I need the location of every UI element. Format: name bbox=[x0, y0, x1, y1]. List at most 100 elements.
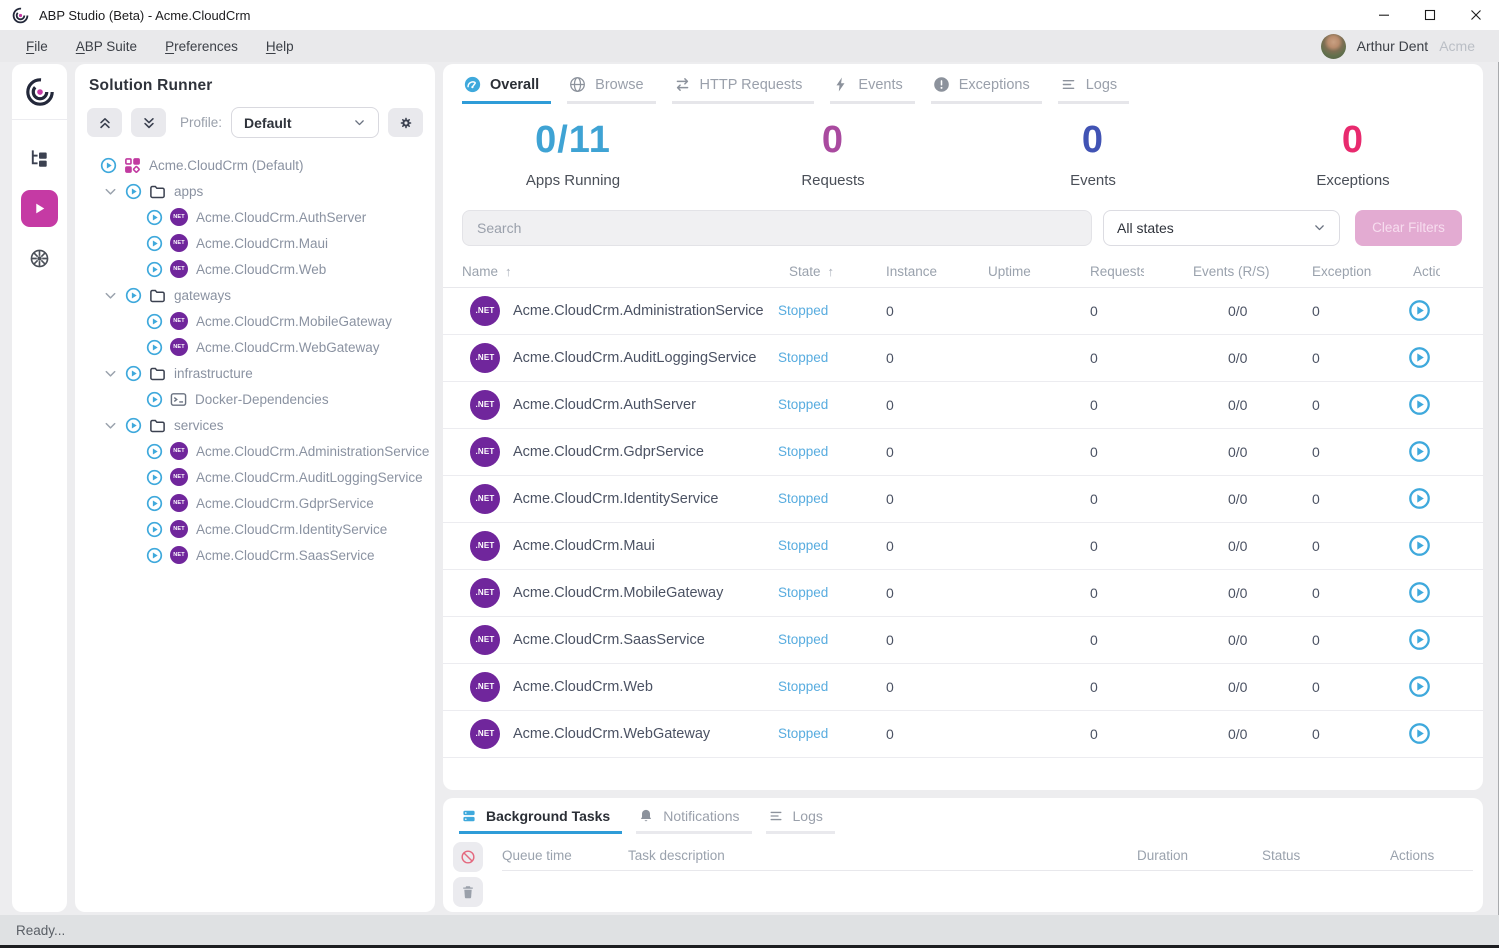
tab-notifications[interactable]: Notifications bbox=[636, 798, 752, 834]
tree-item-acme-cloudcrm-administrationservice[interactable]: NET Acme.CloudCrm.AdministrationService bbox=[75, 438, 435, 464]
chevron-down-icon bbox=[1313, 221, 1326, 234]
minimize-button[interactable] bbox=[1361, 0, 1407, 30]
tasks-table-header: Queue time Task description Duration Status… bbox=[502, 841, 1473, 871]
maximize-button[interactable] bbox=[1407, 0, 1453, 30]
tree-item-acme-cloudcrm-identityservice[interactable]: NET Acme.CloudCrm.IdentityService bbox=[75, 516, 435, 542]
tree-item-acme-cloudcrm-maui[interactable]: NET Acme.CloudCrm.Maui bbox=[75, 230, 435, 256]
table-row: .NET Acme.CloudCrm.GdprService Stopped 0… bbox=[443, 429, 1483, 476]
column-header-events: Events (R/S) bbox=[1193, 264, 1270, 280]
column-header-exceptions: Exceptions bbox=[1312, 264, 1372, 280]
tab-label: Logs bbox=[792, 808, 823, 824]
state-filter-select[interactable]: All states bbox=[1103, 209, 1340, 246]
status-bar: Ready... bbox=[0, 915, 1499, 945]
tab-label: Events bbox=[858, 76, 903, 93]
clear-filters-button[interactable]: Clear Filters bbox=[1355, 209, 1462, 246]
app-name: Acme.CloudCrm.SaasService bbox=[513, 631, 705, 648]
dotnet-badge-icon: .NET bbox=[470, 671, 500, 702]
user-name: Arthur Dent bbox=[1356, 38, 1429, 54]
dotnet-badge-icon: .NET bbox=[470, 389, 500, 420]
chevron-down-icon bbox=[103, 366, 118, 381]
tree-item-gateways[interactable]: gateways bbox=[75, 282, 435, 308]
start-app-button[interactable] bbox=[1408, 675, 1432, 699]
app-state: Stopped bbox=[778, 632, 829, 648]
chevron-down-icon bbox=[353, 116, 366, 129]
start-app-button[interactable] bbox=[1408, 534, 1432, 558]
app-state: Stopped bbox=[778, 350, 829, 366]
tree-item-acme-cloudcrm-gdprservice[interactable]: NET Acme.CloudCrm.GdprService bbox=[75, 490, 435, 516]
tree-item-acme-cloudcrm-auditloggingservice[interactable]: NET Acme.CloudCrm.AuditLoggingService bbox=[75, 464, 435, 490]
tree-item-acme-cloudcrm-mobilegateway[interactable]: NET Acme.CloudCrm.MobileGateway bbox=[75, 308, 435, 334]
gauge-icon bbox=[464, 76, 481, 93]
table-row: .NET Acme.CloudCrm.AuthServer Stopped 0 … bbox=[443, 382, 1483, 429]
window-controls bbox=[1361, 0, 1499, 30]
app-events: 0/0 bbox=[1228, 349, 1248, 366]
tree-item-label: Acme.CloudCrm.MobileGateway bbox=[196, 313, 392, 329]
menu-item-help[interactable]: Help bbox=[265, 38, 294, 54]
app-instance: 0 bbox=[886, 631, 894, 648]
tab-http-requests[interactable]: HTTP Requests bbox=[671, 64, 815, 104]
start-app-button[interactable] bbox=[1408, 487, 1432, 511]
app-requests: 0 bbox=[1090, 302, 1098, 319]
start-app-button[interactable] bbox=[1408, 581, 1432, 605]
tree-item-acme-cloudcrm-default[interactable]: Acme.CloudCrm (Default) bbox=[75, 152, 435, 178]
rail-kubernetes-button[interactable] bbox=[21, 240, 58, 277]
start-app-button[interactable] bbox=[1408, 393, 1432, 417]
start-app-button[interactable] bbox=[1408, 440, 1432, 464]
tree-item-apps[interactable]: apps bbox=[75, 178, 435, 204]
tree-item-docker-dependencies[interactable]: Docker-Dependencies bbox=[75, 386, 435, 412]
profile-select[interactable]: Default bbox=[231, 107, 379, 138]
start-app-button[interactable] bbox=[1408, 722, 1432, 746]
tree-item-acme-cloudcrm-saasservice[interactable]: NET Acme.CloudCrm.SaasService bbox=[75, 542, 435, 568]
column-header-state[interactable]: State ↑ bbox=[789, 264, 835, 280]
menu-item-preferences[interactable]: Preferences bbox=[165, 38, 238, 54]
dotnet-badge-icon: NET bbox=[170, 494, 188, 512]
tree-item-label: services bbox=[174, 417, 224, 433]
panel-title: Solution Runner bbox=[89, 77, 213, 94]
close-button[interactable] bbox=[1453, 0, 1499, 30]
start-app-button[interactable] bbox=[1408, 299, 1432, 323]
runner-settings-button[interactable] bbox=[388, 108, 423, 137]
search-input[interactable] bbox=[462, 209, 1092, 246]
rail-solution-runner-button[interactable] bbox=[21, 190, 58, 227]
tab-overall[interactable]: Overall bbox=[462, 64, 552, 104]
menu-item-file[interactable]: File bbox=[26, 38, 48, 54]
hierarchy-icon bbox=[28, 147, 51, 170]
app-instance: 0 bbox=[886, 584, 894, 601]
app-instance: 0 bbox=[886, 537, 894, 554]
start-app-button[interactable] bbox=[1408, 346, 1432, 370]
tab-browse[interactable]: Browse bbox=[567, 64, 656, 104]
dotnet-badge-icon: .NET bbox=[470, 436, 500, 467]
tree-item-services[interactable]: services bbox=[75, 412, 435, 438]
tree-item-acme-cloudcrm-webgateway[interactable]: NET Acme.CloudCrm.WebGateway bbox=[75, 334, 435, 360]
app-requests: 0 bbox=[1090, 584, 1098, 601]
clear-tasks-button[interactable] bbox=[453, 877, 483, 907]
start-app-button[interactable] bbox=[1408, 628, 1432, 652]
rail-solution-explorer-button[interactable] bbox=[21, 140, 58, 177]
tree-item-infrastructure[interactable]: infrastructure bbox=[75, 360, 435, 386]
dotnet-badge-icon: .NET bbox=[470, 342, 500, 373]
stat-label: Exceptions bbox=[1316, 171, 1390, 189]
tab-events[interactable]: Events bbox=[830, 64, 915, 104]
app-requests: 0 bbox=[1090, 537, 1098, 554]
tab-background-tasks[interactable]: Background Tasks bbox=[459, 798, 623, 834]
user-account[interactable]: Arthur Dent Acme bbox=[1320, 33, 1499, 59]
app-name: Acme.CloudCrm.AdministrationService bbox=[513, 302, 764, 319]
lines-icon bbox=[1060, 76, 1077, 93]
app-exceptions: 0 bbox=[1312, 302, 1320, 319]
cancel-tasks-button[interactable] bbox=[453, 842, 483, 872]
tab-label: Overall bbox=[490, 76, 540, 93]
play-circle-icon bbox=[146, 495, 163, 512]
dotnet-badge-icon: .NET bbox=[470, 295, 500, 326]
tab-logs[interactable]: Logs bbox=[1057, 64, 1130, 104]
menu-item-abp-suite[interactable]: ABP Suite bbox=[75, 38, 138, 54]
play-icon bbox=[31, 200, 48, 217]
tab-logs[interactable]: Logs bbox=[765, 798, 835, 834]
tab-exceptions[interactable]: Exceptions bbox=[930, 64, 1042, 104]
collapse-all-button[interactable] bbox=[87, 108, 122, 137]
app-requests: 0 bbox=[1090, 725, 1098, 742]
column-header-name[interactable]: Name ↑ bbox=[462, 264, 512, 280]
tree-item-acme-cloudcrm-web[interactable]: NET Acme.CloudCrm.Web bbox=[75, 256, 435, 282]
expand-all-button[interactable] bbox=[131, 108, 166, 137]
tree-item-acme-cloudcrm-authserver[interactable]: NET Acme.CloudCrm.AuthServer bbox=[75, 204, 435, 230]
tab-label: Exceptions bbox=[958, 76, 1030, 93]
